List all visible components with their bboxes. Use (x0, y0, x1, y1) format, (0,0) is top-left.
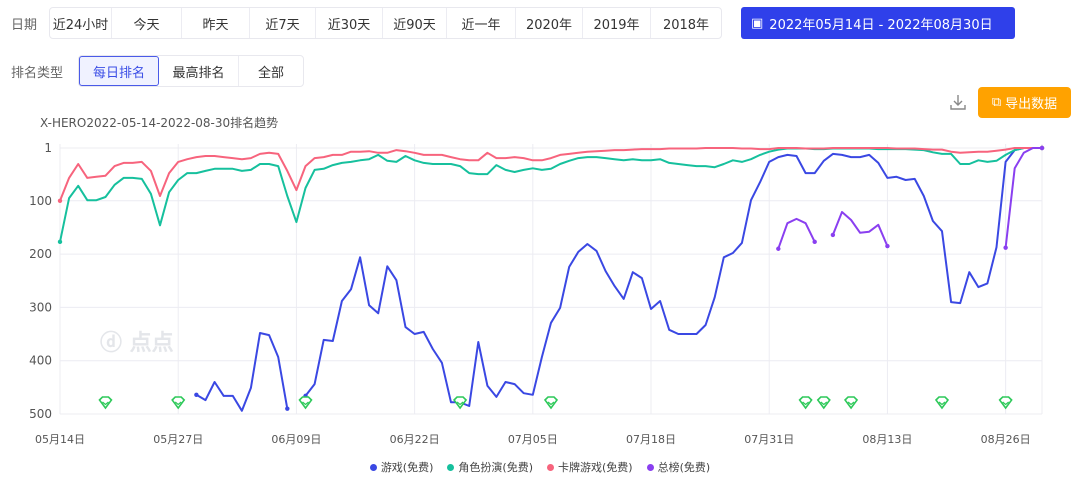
event-marker-detail (938, 401, 946, 406)
date-options: 近24小时 今天 昨天 近7天 近30天 近90天 近一年 2020年 2019年 2018年 (49, 7, 722, 39)
date-option[interactable]: 2018年 (662, 17, 710, 33)
event-marker-icon[interactable] (998, 396, 1013, 410)
download-icon[interactable] (948, 92, 968, 112)
date-range-value: 2022年05月14日 - 2022年08月30日 (769, 17, 993, 33)
data-point[interactable] (285, 406, 290, 411)
x-tick-label: 06月22日 (390, 433, 440, 446)
date-option[interactable]: 2020年 (516, 8, 583, 38)
x-tick-label: 05月27日 (153, 433, 203, 446)
event-marker-icon[interactable] (816, 396, 831, 410)
data-point[interactable] (830, 232, 836, 238)
calendar-icon: ▣ (751, 15, 764, 31)
data-point[interactable] (812, 239, 817, 245)
x-tick-label: 07月31日 (744, 433, 794, 446)
event-marker-detail (102, 401, 109, 406)
date-option[interactable]: 近90天 (383, 8, 447, 38)
x-tick-label: 08月26日 (981, 433, 1031, 446)
legend-dot (369, 463, 377, 471)
date-option[interactable]: 近24小时 (50, 8, 112, 38)
legend-item[interactable]: 角色扮演(免费) (447, 459, 533, 475)
series-line (304, 147, 1042, 407)
legend-item[interactable]: 游戏(免费) (369, 459, 434, 475)
legend-dot (646, 463, 654, 471)
x-tick-label: 08月13日 (862, 433, 912, 446)
date-option[interactable]: 近一年 (447, 8, 516, 38)
legend-item[interactable]: 卡牌游戏(免费) (547, 459, 633, 475)
rank-type-option[interactable]: 每日排名 (79, 56, 159, 86)
date-option[interactable]: 昨天 (182, 8, 250, 38)
export-data-button[interactable]: ⧉ 导出数据 (978, 87, 1071, 118)
x-tick-label: 05月14日 (35, 433, 85, 446)
event-marker-detail (802, 401, 809, 406)
chart-legend: 游戏(免费) 角色扮演(免费) 卡牌游戏(免费) 总榜(免费) (0, 459, 1080, 475)
rank-type-option[interactable]: 全部 (257, 65, 284, 81)
external-link-icon: ⧉ (991, 95, 1002, 110)
legend-label: 角色扮演(免费) (458, 461, 533, 474)
event-marker-detail (547, 401, 555, 406)
export-label: 导出数据 (1005, 97, 1058, 112)
series-line (195, 332, 289, 412)
y-tick-label: 500 (29, 407, 52, 421)
date-option[interactable]: 近30天 (316, 8, 383, 38)
event-marker-detail (174, 401, 182, 406)
date-range-picker[interactable]: ▣ 2022年05月14日 - 2022年08月30日 (741, 7, 1015, 39)
y-tick-label: 200 (29, 247, 52, 261)
x-tick-label: 07月18日 (626, 433, 676, 446)
event-marker-icon[interactable] (543, 396, 559, 410)
legend-label: 游戏(免费) (380, 461, 434, 474)
y-tick-label: 100 (29, 194, 52, 208)
event-marker-icon[interactable] (98, 396, 113, 410)
data-point[interactable] (885, 243, 890, 249)
event-marker-icon[interactable] (171, 396, 186, 410)
event-marker-icon[interactable] (298, 396, 313, 410)
series-line (831, 211, 889, 247)
rank-type-label: 排名类型 (11, 65, 64, 81)
event-marker-detail (820, 401, 828, 406)
legend-item[interactable]: 总榜(免费) (646, 459, 711, 475)
watermark-logo: ⓓ 点点 (100, 330, 174, 356)
data-point[interactable] (194, 392, 199, 398)
data-point[interactable] (1039, 145, 1045, 151)
y-tick-label: 300 (29, 300, 52, 314)
y-tick-label: 1 (44, 141, 52, 155)
legend-dot (547, 463, 554, 471)
date-option[interactable]: 2019年 (583, 8, 651, 38)
event-marker-detail (1002, 401, 1010, 406)
event-marker-detail (302, 401, 309, 406)
event-marker-icon[interactable] (453, 396, 468, 410)
legend-label: 总榜(免费) (657, 461, 711, 474)
x-tick-label: 06月09日 (271, 433, 321, 446)
date-filter-row: 日期 近24小时 今天 昨天 近7天 近30天 近90天 近一年 2020年 2019年 2018… (0, 7, 722, 39)
event-marker-icon[interactable] (798, 396, 813, 410)
event-marker-icon[interactable] (843, 396, 859, 410)
rank-type-row: 排名类型 每日排名 最高排名 全部 (0, 55, 304, 87)
event-marker-detail (456, 401, 464, 406)
rank-type-options: 每日排名 最高排名 全部 (78, 55, 304, 87)
series-line (1004, 147, 1042, 248)
date-label: 日期 (11, 17, 38, 33)
data-point[interactable] (57, 239, 63, 245)
legend-label: 卡牌游戏(免费) (558, 461, 633, 474)
event-marker-icon[interactable] (934, 396, 950, 410)
x-tick-label: 07月05日 (508, 433, 558, 446)
date-option[interactable]: 近7天 (250, 8, 316, 38)
chart-title: X-HERO2022-05-14-2022-08-30排名趋势 (40, 116, 279, 130)
event-marker-detail (847, 401, 855, 406)
legend-dot (447, 463, 455, 471)
data-point[interactable] (776, 246, 781, 251)
rank-type-option[interactable]: 最高排名 (159, 56, 239, 86)
data-point[interactable] (1003, 245, 1008, 250)
series-line (59, 147, 1042, 202)
date-option[interactable]: 今天 (112, 8, 182, 38)
data-point[interactable] (57, 198, 63, 203)
y-tick-label: 400 (29, 354, 52, 368)
series-line (59, 147, 1042, 243)
series-line (777, 217, 816, 250)
